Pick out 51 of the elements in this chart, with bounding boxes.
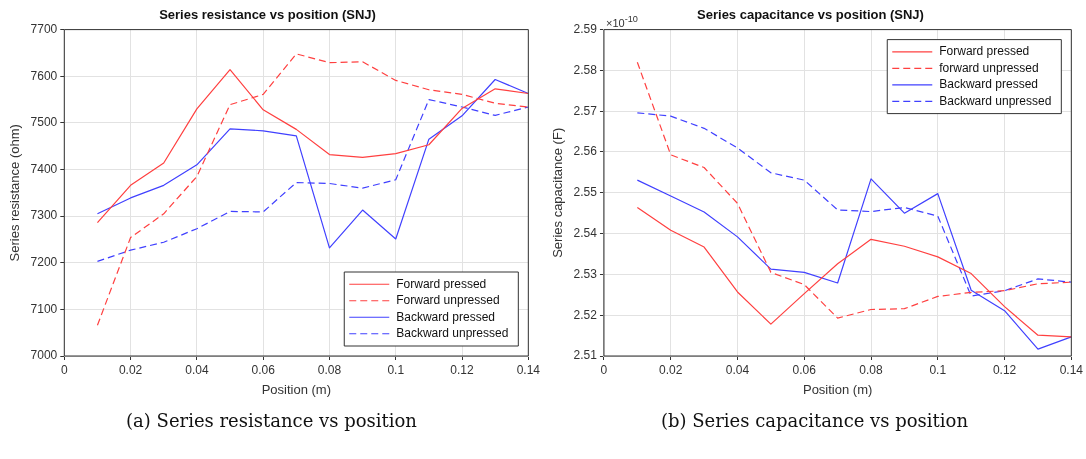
legend-label: Backward pressed bbox=[939, 77, 1038, 92]
y-tick-label: 7600 bbox=[30, 68, 58, 83]
x-tick-label: 0.08 bbox=[317, 362, 342, 377]
x-tick-label: 0.08 bbox=[859, 362, 884, 377]
x-tick-label: 0.1 bbox=[929, 362, 947, 377]
y-tick-label: 7700 bbox=[30, 21, 58, 36]
x-tick-label: 0.12 bbox=[450, 362, 475, 377]
legend-label: Forward pressed bbox=[939, 44, 1030, 59]
y-tick-label: 2.51 bbox=[573, 348, 598, 363]
x-tick-label: 0.02 bbox=[659, 362, 683, 377]
y-tick-label: 2.57 bbox=[573, 103, 598, 118]
x-tick-label: 0 bbox=[600, 362, 608, 377]
x-tick-label: 0.04 bbox=[185, 362, 209, 377]
x-tick-label: 0.06 bbox=[792, 362, 817, 377]
legend-label: Backward unpressed bbox=[396, 326, 509, 341]
legend-label: Backward unpressed bbox=[939, 93, 1052, 108]
y-tick-label: 7300 bbox=[30, 208, 58, 223]
y-tick-label: 2.59 bbox=[573, 21, 598, 36]
y-tick-label: 7000 bbox=[30, 348, 58, 363]
legend-label: Forward unpressed bbox=[396, 293, 500, 308]
line-series bbox=[96, 53, 529, 326]
y-tick-label: 2.54 bbox=[573, 225, 598, 240]
x-tick-label: 0.02 bbox=[118, 362, 143, 377]
text: (a) Series resistance vs position bbox=[125, 410, 418, 431]
x-tick-label: 0.04 bbox=[725, 362, 750, 377]
x-tick-label: 0.14 bbox=[516, 362, 541, 377]
y-tick-label: 7500 bbox=[30, 115, 58, 130]
legend-label: Backward pressed bbox=[396, 309, 495, 324]
chart-title: Series capacitance vs position (SNJ) bbox=[697, 7, 924, 23]
x-tick-label: 0 bbox=[60, 362, 68, 377]
text: ×10$^{-10}$ bbox=[605, 13, 638, 29]
y-tick-label: 2.56 bbox=[573, 144, 598, 159]
x-tick-label: 0.06 bbox=[251, 362, 276, 377]
y-tick-label: 7200 bbox=[30, 255, 58, 270]
chart-title: Series resistance vs position (SNJ) bbox=[159, 7, 376, 23]
legend-label: forward unpressed bbox=[939, 60, 1039, 75]
y-tick-label: 2.52 bbox=[573, 307, 598, 322]
x-axis-title: Position (m) bbox=[261, 381, 331, 397]
legend-label: Forward pressed bbox=[396, 276, 487, 291]
y-tick-label: 7100 bbox=[30, 301, 58, 316]
x-tick-label: 0.14 bbox=[1059, 362, 1084, 377]
y-tick-label: 2.53 bbox=[573, 266, 598, 281]
text: (b) Series capacitance vs position bbox=[659, 410, 970, 431]
y-tick-label: 2.58 bbox=[573, 62, 598, 77]
x-axis-title: Position (m) bbox=[802, 381, 873, 397]
y-axis-title: Series resistance (ohm) bbox=[7, 124, 23, 262]
x-tick-label: 0.12 bbox=[992, 362, 1017, 377]
y-axis-title: Series capacitance (F) bbox=[550, 127, 566, 258]
y-tick-label: 7400 bbox=[30, 161, 58, 176]
y-tick-label: 2.55 bbox=[573, 185, 598, 200]
x-tick-label: 0.1 bbox=[387, 362, 405, 377]
